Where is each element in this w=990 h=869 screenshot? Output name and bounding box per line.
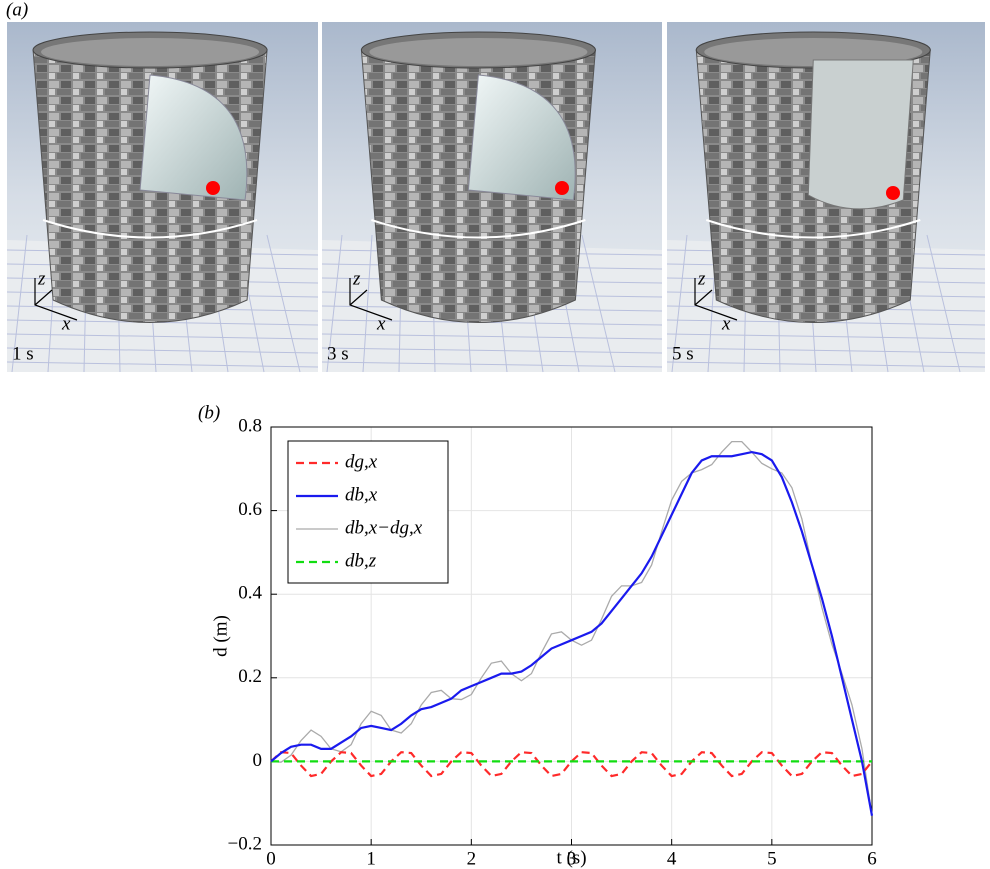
x-tick-label: 2	[467, 848, 477, 869]
cylinder-inside	[369, 38, 587, 66]
panel-label: (b)	[198, 402, 220, 423]
legend-label: db,x	[345, 484, 378, 505]
axis-x-label: x	[376, 313, 386, 334]
legend-label: db,z	[345, 550, 377, 571]
render-frame: z x 1 s	[7, 22, 318, 372]
y-tick-label: 0.2	[238, 666, 262, 687]
tracked-point	[555, 181, 569, 195]
x-tick-label: 6	[867, 848, 877, 869]
x-axis-label: t (s)	[556, 847, 586, 868]
render-frame: z x 3 s	[322, 22, 662, 372]
axis-x-label: x	[61, 313, 71, 334]
y-axis-label: d (m)	[210, 615, 231, 657]
axis-z-label: z	[352, 268, 361, 289]
time-label: 5 s	[672, 343, 694, 364]
panel-label: (a)	[6, 0, 28, 20]
axis-x-label: x	[721, 313, 731, 334]
opening	[808, 60, 913, 209]
y-tick-label: 0.4	[238, 583, 262, 604]
axis-z-label: z	[697, 268, 706, 289]
x-tick-label: 5	[767, 848, 777, 869]
y-tick-label: 0.8	[238, 415, 262, 436]
legend-label: dg,x	[345, 451, 378, 472]
x-tick-label: 4	[667, 848, 677, 869]
render-frame: z x 5 s	[667, 22, 985, 372]
tracked-point	[206, 181, 220, 195]
tracked-point	[886, 186, 900, 200]
time-label: 1 s	[12, 343, 34, 364]
y-tick-label: −0.2	[228, 833, 262, 854]
figure: (a) zx1 szx3 szx5 s (b) 0123456−0.200.20…	[0, 0, 990, 869]
axis-z-label: z	[37, 268, 46, 289]
time-label: 3 s	[327, 343, 349, 364]
x-tick-label: 0	[266, 848, 276, 869]
y-tick-label: 0	[253, 750, 263, 771]
cylinder-inside	[41, 38, 259, 66]
x-tick-label: 1	[366, 848, 376, 869]
y-tick-label: 0.6	[238, 499, 262, 520]
legend-label: db,x−dg,x	[345, 517, 423, 538]
